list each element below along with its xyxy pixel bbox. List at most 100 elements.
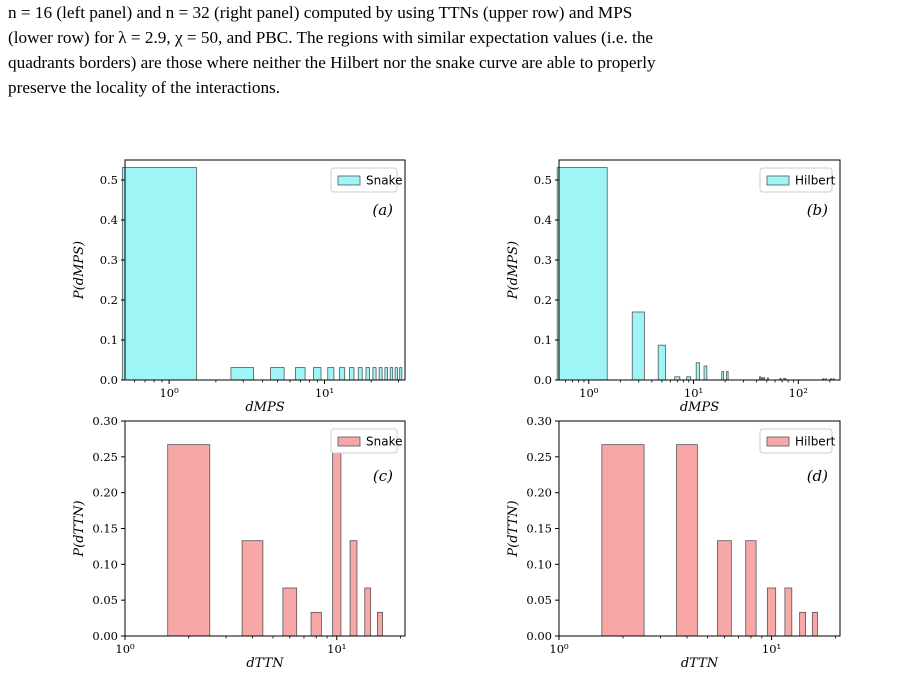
figure-caption: n = 16 (left panel) and n = 32 (right pa… xyxy=(8,0,911,100)
y-tick-label: 0.1 xyxy=(100,333,118,347)
y-tick-label: 0.15 xyxy=(92,522,118,536)
panel-label: (c) xyxy=(373,467,393,485)
bar xyxy=(556,167,608,381)
x-tick-label: 10⁰ xyxy=(159,386,179,400)
bar xyxy=(394,367,398,381)
axes-frame xyxy=(124,159,406,381)
legend-box xyxy=(330,428,398,454)
caption-line-3: quadrants borders) are those where neith… xyxy=(8,53,656,72)
y-axis-label: P(dTTN) xyxy=(72,500,87,557)
bar xyxy=(294,367,306,381)
bar xyxy=(399,367,403,381)
bar xyxy=(784,587,793,637)
y-tick-label: 0.4 xyxy=(534,213,552,227)
bar xyxy=(378,367,383,381)
y-tick-label: 0.10 xyxy=(526,557,552,571)
y-axis-label: P(dMPS) xyxy=(506,241,521,300)
bar xyxy=(377,611,383,637)
legend-label: Hilbert xyxy=(795,174,836,188)
bar xyxy=(349,540,358,637)
x-tick-label: 10¹ xyxy=(327,642,346,656)
x-tick-label: 10¹ xyxy=(315,386,334,400)
legend-box xyxy=(330,167,398,193)
caption-line-4: preserve the locality of the interaction… xyxy=(8,78,281,97)
x-axis-label: dTTN xyxy=(681,656,719,671)
y-tick-label: 0.0 xyxy=(100,373,118,387)
bar xyxy=(657,344,666,381)
x-axis-label: dTTN xyxy=(246,656,284,671)
y-tick-label: 0.20 xyxy=(526,486,552,500)
y-tick-label: 0.3 xyxy=(534,253,552,267)
y-axis-label: P(dMPS) xyxy=(72,241,87,300)
bar xyxy=(601,444,645,637)
legend-label: Hilbert xyxy=(795,435,836,449)
bar xyxy=(241,540,264,637)
y-tick-label: 0.5 xyxy=(534,173,552,187)
legend-swatch xyxy=(337,175,361,186)
chart-panel-c: 0.00 0.05 0.10 0.15 0.20 0.25 0.30 10⁰ 10¹ dTTN P(… xyxy=(72,414,406,671)
chart-panel-d: 0.00 0.05 0.10 0.15 0.20 0.25 0.30 10⁰ 10¹ dTTN P(… xyxy=(506,414,841,671)
bar xyxy=(389,367,394,381)
x-axis-label: dMPS xyxy=(680,400,719,415)
bar xyxy=(811,611,818,637)
panel-label: (a) xyxy=(372,201,393,219)
bar xyxy=(121,167,197,381)
bar xyxy=(364,587,372,637)
legend-label: Snake xyxy=(366,174,402,188)
legend-label: Snake xyxy=(366,435,402,449)
bar xyxy=(703,365,708,381)
y-tick-label: 0.2 xyxy=(100,293,118,307)
x-tick-label: 10¹ xyxy=(684,386,703,400)
figure: 0.0 0.1 0.2 0.3 0.4 0.5 10⁰ 10¹ dMPS P(dMPS) Snake… xyxy=(0,150,919,674)
axes-frame xyxy=(558,159,841,381)
panel-label: (d) xyxy=(807,467,828,485)
y-tick-label: 0.2 xyxy=(534,293,552,307)
x-tick-label: 10⁰ xyxy=(549,642,569,656)
bar xyxy=(372,367,377,381)
panel-label: (b) xyxy=(807,201,828,219)
bar xyxy=(631,311,645,381)
legend-swatch xyxy=(766,175,790,186)
x-tick-label: 10⁰ xyxy=(579,386,599,400)
y-tick-label: 0.1 xyxy=(534,333,552,347)
bar xyxy=(167,444,211,637)
y-tick-label: 0.0 xyxy=(534,373,552,387)
y-tick-label: 0.05 xyxy=(92,593,118,607)
bar xyxy=(313,367,322,381)
y-tick-label: 0.5 xyxy=(100,173,118,187)
x-axis-label: dMPS xyxy=(245,400,284,415)
bar xyxy=(332,444,342,637)
y-tick-label: 0.10 xyxy=(92,557,118,571)
bar xyxy=(766,587,777,637)
bar xyxy=(695,362,700,381)
bar xyxy=(726,371,729,381)
y-tick-label: 0.4 xyxy=(100,213,118,227)
bar xyxy=(357,367,363,381)
legend-box xyxy=(759,428,833,454)
x-tick-label: 10² xyxy=(789,386,808,400)
y-tick-label: 0.30 xyxy=(526,414,552,428)
y-tick-label: 0.00 xyxy=(526,629,552,643)
y-tick-label: 0.3 xyxy=(100,253,118,267)
y-tick-label: 0.25 xyxy=(92,450,118,464)
y-tick-label: 0.05 xyxy=(526,593,552,607)
bar xyxy=(310,611,322,637)
bar xyxy=(349,367,355,381)
y-axis-label: P(dTTN) xyxy=(506,500,521,557)
x-tick-label: 10⁰ xyxy=(115,642,135,656)
bar xyxy=(799,611,806,637)
bar xyxy=(327,367,335,381)
bar xyxy=(270,367,285,381)
y-tick-label: 0.20 xyxy=(92,486,118,500)
bar xyxy=(676,444,698,637)
chart-panel-b: 0.0 0.1 0.2 0.3 0.4 0.5 10⁰ 10¹ 10² dMPS P(dMPS) Hi… xyxy=(506,159,841,415)
bar xyxy=(384,367,389,381)
y-tick-label: 0.25 xyxy=(526,450,552,464)
bar xyxy=(282,587,298,637)
bar xyxy=(745,540,757,637)
legend-box xyxy=(759,167,833,193)
chart-panel-a: 0.0 0.1 0.2 0.3 0.4 0.5 10⁰ 10¹ dMPS P(dMPS) Snake… xyxy=(72,159,406,415)
y-tick-label: 0.00 xyxy=(92,629,118,643)
legend-swatch xyxy=(766,436,790,447)
